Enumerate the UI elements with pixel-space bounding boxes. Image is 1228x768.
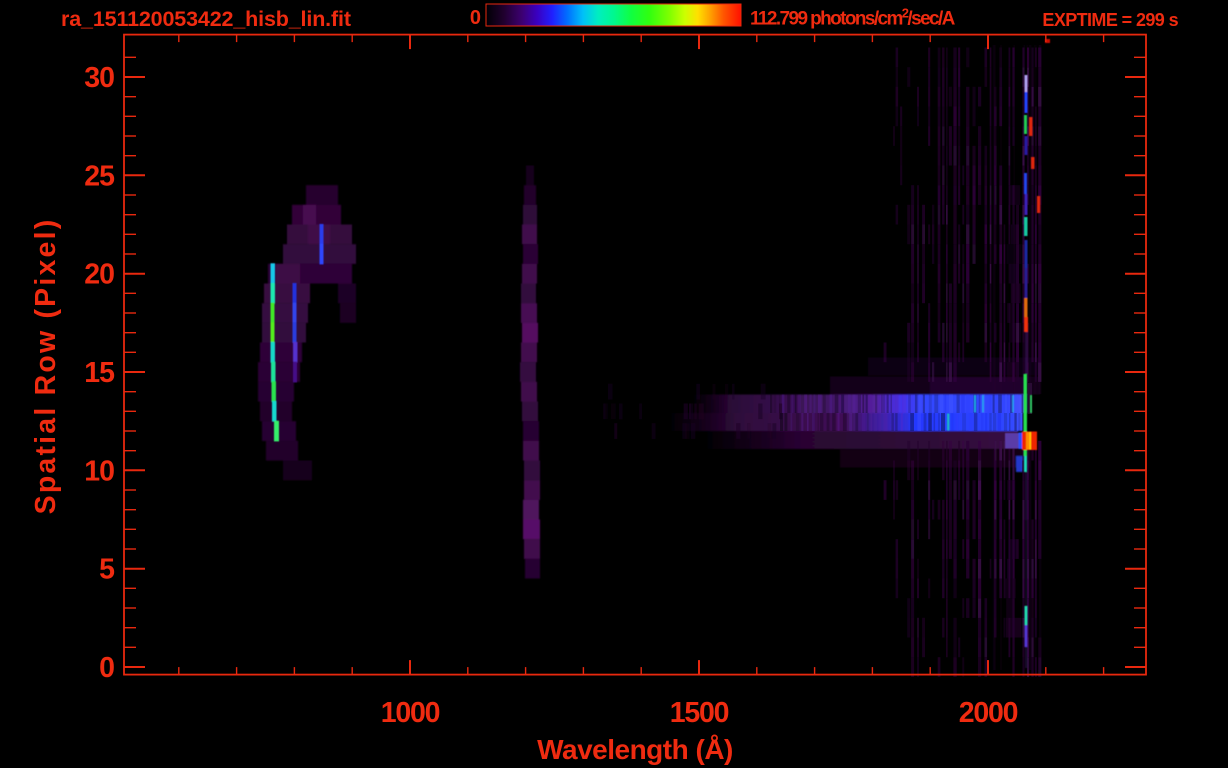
- svg-text:30: 30: [84, 62, 114, 94]
- svg-text:15: 15: [84, 357, 115, 389]
- svg-text:112.799 photons/cm2/sec/A: 112.799 photons/cm2/sec/A: [750, 6, 956, 30]
- svg-text:1500: 1500: [670, 697, 729, 729]
- svg-text:20: 20: [84, 259, 114, 291]
- svg-text:0: 0: [470, 7, 481, 29]
- svg-text:0: 0: [99, 652, 114, 684]
- svg-text:Spatial Row (Pixel): Spatial Row (Pixel): [30, 218, 62, 515]
- svg-text:EXPTIME = 299 s: EXPTIME = 299 s: [1042, 10, 1178, 30]
- svg-text:2000: 2000: [959, 697, 1018, 729]
- svg-text:ra_151120053422_hisb_lin.fit: ra_151120053422_hisb_lin.fit: [61, 7, 351, 31]
- svg-text:5: 5: [99, 554, 115, 586]
- svg-text:10: 10: [84, 455, 114, 487]
- svg-text:Wavelength (Å): Wavelength (Å): [537, 734, 733, 765]
- svg-text:1000: 1000: [381, 697, 440, 729]
- svg-text:25: 25: [84, 160, 115, 192]
